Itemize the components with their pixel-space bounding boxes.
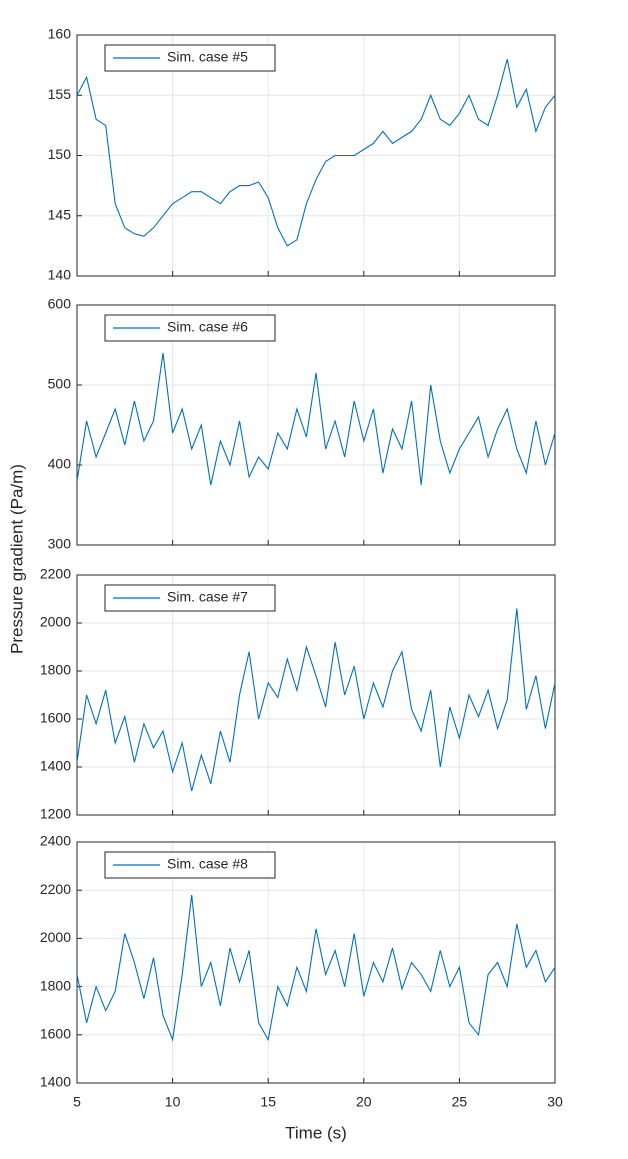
y-tick-label: 2200 xyxy=(40,566,71,582)
axes-box xyxy=(76,574,556,816)
legend-label: Sim. case #8 xyxy=(167,856,248,872)
y-tick-label: 1800 xyxy=(40,977,71,993)
data-line xyxy=(76,608,556,792)
y-tick-label: 1600 xyxy=(40,710,71,726)
axes-box xyxy=(76,34,556,277)
y-tick-label: 150 xyxy=(48,146,72,162)
y-tick-label: 300 xyxy=(48,536,72,552)
x-tick-label: 30 xyxy=(547,1094,563,1110)
x-tick-label: 5 xyxy=(73,1094,81,1110)
legend-label: Sim. case #7 xyxy=(167,589,248,605)
y-tick-label: 2000 xyxy=(40,614,71,630)
y-axis-label: Pressure gradient (Pa/m) xyxy=(7,464,26,654)
data-line xyxy=(76,58,556,247)
y-tick-label: 600 xyxy=(48,296,72,312)
y-tick-label: 1800 xyxy=(40,662,71,678)
y-tick-label: 1400 xyxy=(40,758,71,774)
y-tick-label: 1200 xyxy=(40,806,71,822)
x-tick-label: 25 xyxy=(452,1094,468,1110)
y-tick-label: 1600 xyxy=(40,1026,71,1042)
axes-box xyxy=(76,841,556,1084)
x-tick-label: 15 xyxy=(260,1094,276,1110)
y-tick-label: 160 xyxy=(48,26,72,42)
axes-box xyxy=(76,304,556,546)
x-axis-label: Time (s) xyxy=(285,1123,347,1142)
y-tick-label: 2200 xyxy=(40,881,71,897)
y-tick-label: 2000 xyxy=(40,929,71,945)
legend-label: Sim. case #6 xyxy=(167,319,248,335)
x-tick-label: 10 xyxy=(165,1094,181,1110)
y-tick-label: 2400 xyxy=(40,833,71,849)
y-tick-label: 1400 xyxy=(40,1074,71,1090)
data-line xyxy=(76,352,556,486)
y-tick-label: 400 xyxy=(48,456,72,472)
y-tick-label: 500 xyxy=(48,376,72,392)
data-line xyxy=(76,894,556,1042)
y-tick-label: 155 xyxy=(48,86,72,102)
y-tick-label: 140 xyxy=(48,267,72,283)
legend-label: Sim. case #5 xyxy=(167,49,248,65)
x-tick-label: 20 xyxy=(356,1094,372,1110)
y-tick-label: 145 xyxy=(48,206,72,222)
